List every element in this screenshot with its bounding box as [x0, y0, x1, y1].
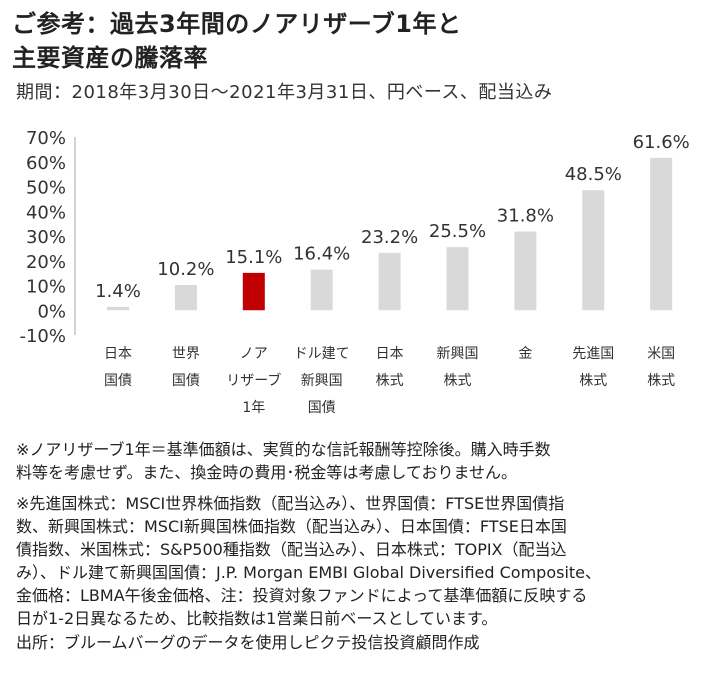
note-line: 債指数、米国株式：S&P500種指数（配当込み）、日本株式：TOPIX（配当込 — [16, 540, 567, 559]
x-tick-label: 先進国 — [572, 346, 614, 362]
note-line: 金価格：LBMA午後金価格、注：投資対象ファンドによって基準価額に反映する — [16, 586, 588, 605]
bar — [446, 247, 469, 311]
note-line: 料等を考慮せず。また、換金時の費用･税金等は考慮しておりません。 — [16, 463, 517, 482]
data-label: 15.1% — [225, 247, 282, 268]
x-tick-label: 日本 — [376, 346, 404, 362]
note-noah-reserve: ※ノアリザーブ1年＝基準価額は、実質的な信託報酬等控除後。購入時手数 料等を考慮… — [16, 438, 716, 484]
x-tick-label: 株式 — [647, 373, 675, 389]
x-tick-label: 株式 — [444, 373, 472, 389]
note-line: 日が1-2日異なるため、比較指数は1営業日前ベースとしています。 — [16, 609, 498, 628]
x-tick-label: 国債 — [308, 400, 336, 416]
data-label: 16.4% — [293, 244, 350, 265]
y-tick-label: 10% — [26, 277, 66, 298]
y-tick-label: 50% — [26, 178, 66, 199]
x-tick-label: 米国 — [647, 346, 675, 362]
x-tick-label: 世界 — [172, 346, 200, 362]
data-label: 61.6% — [633, 132, 690, 153]
note-line: ※ノアリザーブ1年＝基準価額は、実質的な信託報酬等控除後。購入時手数 — [16, 440, 551, 459]
x-tick-label: 1年 — [242, 400, 265, 416]
bar — [174, 285, 197, 311]
x-tick-label: ノア — [240, 346, 268, 362]
y-tick-label: -10% — [19, 326, 66, 347]
bar — [650, 157, 673, 311]
y-tick-label: 30% — [26, 227, 66, 248]
data-label: 48.5% — [565, 164, 622, 185]
note-line: み）、ドル建て新興国国債：J.P. Morgan EMBI Global Div… — [16, 563, 602, 582]
x-tick-label: 日本 — [104, 346, 132, 362]
x-tick-label: 国債 — [104, 373, 132, 389]
data-label: 23.2% — [361, 227, 418, 248]
x-tick-label: 株式 — [376, 373, 404, 389]
x-tick-label: 金 — [518, 346, 532, 362]
note-source: 出所：ブルームバーグのデータを使用しピクテ投信投資顧問作成 — [16, 633, 480, 652]
bar — [582, 190, 605, 311]
chart-title-line1: ご参考：過去3年間のノアリザーブ1年と — [12, 10, 462, 38]
y-tick-label: 70% — [26, 128, 66, 149]
x-tick-label: 国債 — [172, 373, 200, 389]
y-tick-label: 60% — [26, 153, 66, 174]
x-tick-label: 新興国 — [301, 373, 343, 389]
data-label: 25.5% — [429, 221, 486, 242]
y-tick-label: 0% — [37, 301, 66, 322]
bar — [107, 306, 129, 311]
x-tick-label: リザーブ — [226, 372, 281, 389]
note-line: ※先進国株式：MSCI世界株価指数（配当込み）、世界国債：FTSE世界国債指 — [16, 494, 565, 513]
bar — [514, 231, 537, 311]
y-tick-label: 40% — [26, 202, 66, 223]
bar-chart: 70% 60% 50% 40% 30% 20% 10% 0% -10% 1.4% 日本国債 10.2%… — [19, 128, 690, 416]
note-line: 数、新興国株式：MSCI新興国株価指数（配当込み）、日本国債：FTSE日本国 — [16, 517, 567, 536]
x-tick-label: 新興国 — [437, 346, 479, 362]
bar — [378, 252, 401, 311]
y-tick-label: 20% — [26, 252, 66, 273]
chart-subtitle: 期間：2018年3月30日～2021年3月31日、円ベース、配当込み — [16, 82, 553, 103]
data-label: 10.2% — [157, 259, 214, 280]
data-label: 1.4% — [95, 281, 141, 302]
chart-title-line2: 主要資産の騰落率 — [12, 44, 208, 72]
note-indices: ※先進国株式：MSCI世界株価指数（配当込み）、世界国債：FTSE世界国債指 数… — [16, 492, 716, 630]
data-label: 31.8% — [497, 206, 554, 227]
x-tick-label: 株式 — [579, 373, 607, 389]
x-tick-label: ドル建て — [294, 346, 350, 362]
bar — [242, 272, 265, 311]
bar — [310, 269, 333, 311]
